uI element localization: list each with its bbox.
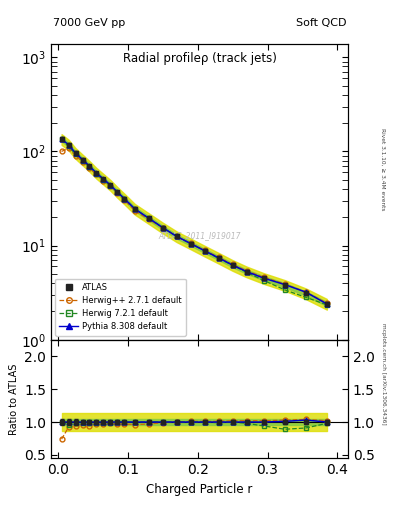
Text: 7000 GeV pp: 7000 GeV pp bbox=[53, 18, 125, 28]
Legend: ATLAS, Herwig++ 2.7.1 default, Herwig 7.2.1 default, Pythia 8.308 default: ATLAS, Herwig++ 2.7.1 default, Herwig 7.… bbox=[55, 279, 186, 335]
Text: Radial profileρ (track jets): Radial profileρ (track jets) bbox=[123, 52, 276, 66]
Text: ATLAS_2011_I919017: ATLAS_2011_I919017 bbox=[158, 231, 241, 241]
Text: mcplots.cern.ch [arXiv:1306.3436]: mcplots.cern.ch [arXiv:1306.3436] bbox=[381, 323, 386, 424]
Text: Rivet 3.1.10, ≥ 3.4M events: Rivet 3.1.10, ≥ 3.4M events bbox=[381, 127, 386, 210]
Y-axis label: Ratio to ATLAS: Ratio to ATLAS bbox=[9, 364, 19, 435]
X-axis label: Charged Particle r: Charged Particle r bbox=[146, 483, 253, 496]
Text: Soft QCD: Soft QCD bbox=[296, 18, 347, 28]
